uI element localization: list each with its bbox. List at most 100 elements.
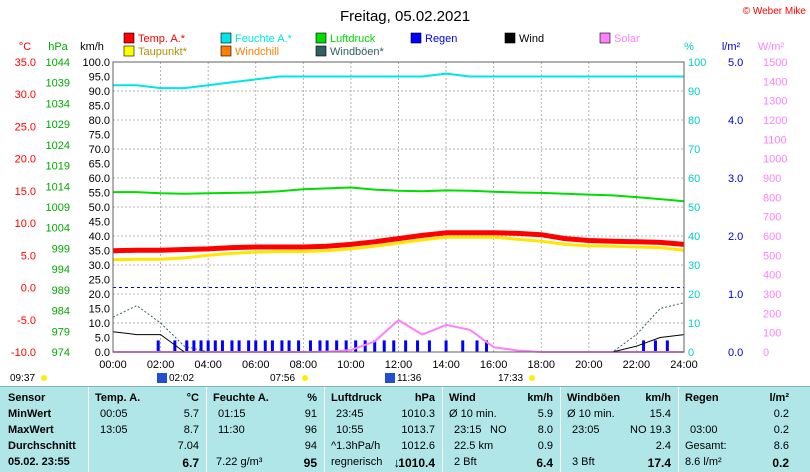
rain-bar <box>325 340 329 352</box>
min-boeen: 15.4 <box>649 408 671 420</box>
weather-chart: Freitag, 05.02.2021 © Weber Mike Temp. A… <box>10 6 807 384</box>
rain-tick-label: 5.0 <box>728 57 743 69</box>
humidity-axis-unit: % <box>684 41 694 53</box>
rain-bar <box>427 340 431 352</box>
plot-frame <box>112 61 685 353</box>
wind-tick-label: 20.0 <box>89 289 110 301</box>
legend-label: Feuchte A.* <box>235 33 293 45</box>
max-luftdruck: 1013.7 <box>401 424 435 436</box>
rain-tick-label: 1.0 <box>728 289 743 301</box>
wind-tick-label: 15.0 <box>89 304 110 316</box>
rain-bar <box>263 340 267 352</box>
wind-tick-label: 80.0 <box>89 115 110 127</box>
pressure-tick-label: 989 <box>52 285 70 297</box>
solar-tick-label: 900 <box>763 173 781 185</box>
temp-tick-label: 20.0 <box>15 154 36 166</box>
rain-bar <box>287 340 291 352</box>
rain-bar <box>404 340 408 352</box>
x-tick-label: 16:00 <box>480 359 508 371</box>
temp-tick-label: 30.0 <box>15 89 36 101</box>
min-label: MinWert <box>8 408 52 420</box>
wind-tick-label: 35.0 <box>89 246 110 258</box>
x-tick-label: 02:00 <box>147 359 175 371</box>
humidity-tick-label: 20 <box>688 289 700 301</box>
x-tick-label: 20:00 <box>575 359 603 371</box>
header-wind: Wind <box>449 392 476 404</box>
temp-tick-label: 0.0 <box>21 283 36 295</box>
header-windboeen: Windböen <box>567 392 621 404</box>
min-wind-label: Ø 10 min. <box>449 408 497 420</box>
pressure-tick-label: 1039 <box>46 78 70 90</box>
legend-label: Windböen* <box>330 46 385 58</box>
legend-swatch <box>123 32 135 44</box>
temp-tick-label: 5.0 <box>21 250 36 262</box>
rain-bar <box>382 340 386 352</box>
rain-bar <box>156 340 160 352</box>
y-axis-ticks: 35.0 30.0 25.0 20.0 15.0 10.0 5.0 0.0 -5.0 -10.0 1… <box>11 57 788 359</box>
series-line-temp-a <box>112 230 685 254</box>
temp-tick-label: 10.0 <box>15 218 36 230</box>
avg-regen: 8.6 <box>773 440 789 452</box>
legend-swatch <box>123 45 135 57</box>
sun-moon-markers: 09:37 02:02 07:56 11:36 17:33 <box>10 373 535 384</box>
humidity-tick-label: 70 <box>688 144 700 156</box>
rain-bar <box>335 340 339 352</box>
rain-bar <box>416 340 420 352</box>
legend: Temp. A.* Feuchte A.* Luftdruck Regen Wind So… <box>123 32 640 58</box>
solar-tick-label: 1500 <box>763 57 787 69</box>
wind-tick-label: 85.0 <box>89 101 110 113</box>
rain-bar <box>392 340 396 352</box>
x-axis-ticks: 00:00 02:00 04:00 06:00 08:00 10:00 12:00 14:00… <box>99 359 698 371</box>
current-regen: 0.2 <box>772 456 789 470</box>
min-feuchte-time: 01:15 <box>218 408 246 420</box>
solar-tick-label: 0 <box>763 347 769 359</box>
moonrise-time: 02:02 <box>169 373 194 384</box>
current-feuchte: 95 <box>303 456 317 470</box>
x-tick-label: 10:00 <box>337 359 365 371</box>
temp-tick-label: 25.0 <box>15 121 36 133</box>
wind-tick-label: 70.0 <box>89 144 110 156</box>
rain-bars <box>156 340 669 352</box>
x-tick-label: 24:00 <box>670 359 698 371</box>
wind-tick-label: 30.0 <box>89 260 110 272</box>
rain-bar <box>461 340 465 352</box>
series-line-taupunkt <box>112 235 685 262</box>
humidity-tick-label: 80 <box>688 115 700 127</box>
min-boeen-label: Ø 10 min. <box>567 408 615 420</box>
rain-bar <box>280 340 284 352</box>
rain-bar <box>230 340 234 352</box>
rain-tick-label: 3.0 <box>728 173 743 185</box>
rain-bar <box>247 340 251 352</box>
avg-feuchte: 94 <box>304 440 317 452</box>
humidity-tick-label: 30 <box>688 260 700 272</box>
copyright-label: © Weber Mike <box>743 6 807 17</box>
current-luftdruck: 1010.4 <box>398 456 435 470</box>
pressure-tick-label: 1014 <box>46 181 70 193</box>
rain-bar <box>475 340 479 352</box>
max-wind-time: 23:15 <box>454 424 482 436</box>
x-tick-label: 08:00 <box>290 359 318 371</box>
legend-swatch <box>315 32 327 44</box>
wind-tick-label: 60.0 <box>89 173 110 185</box>
moon-icon <box>41 375 47 381</box>
series-line-feuchte-a <box>113 72 684 90</box>
avg-luftdruck-trend: ^1.3hPa/h <box>331 440 381 452</box>
legend-swatch <box>220 45 232 57</box>
min-feuchte: 91 <box>304 408 317 420</box>
temp-tick-label: -10.0 <box>11 347 36 359</box>
x-tick-label: 04:00 <box>194 359 222 371</box>
header-wind-unit: km/h <box>527 392 553 404</box>
header-luftdruck-unit: hPa <box>414 392 435 404</box>
rain-bar <box>297 340 301 352</box>
legend-label: Taupunkt* <box>138 46 188 58</box>
rain-tick-label: 0.0 <box>728 347 743 359</box>
solar-tick-label: 500 <box>763 250 781 262</box>
max-regen: 0.2 <box>773 424 789 436</box>
rain-bar <box>199 340 203 352</box>
wind-tick-label: 55.0 <box>89 188 110 200</box>
current-temp: 6.7 <box>182 456 199 470</box>
rain-bar <box>444 340 448 352</box>
humidity-tick-label: 90 <box>688 86 700 98</box>
current-label: 05.02. 23:55 <box>8 456 70 468</box>
solar-tick-label: 600 <box>763 231 781 243</box>
